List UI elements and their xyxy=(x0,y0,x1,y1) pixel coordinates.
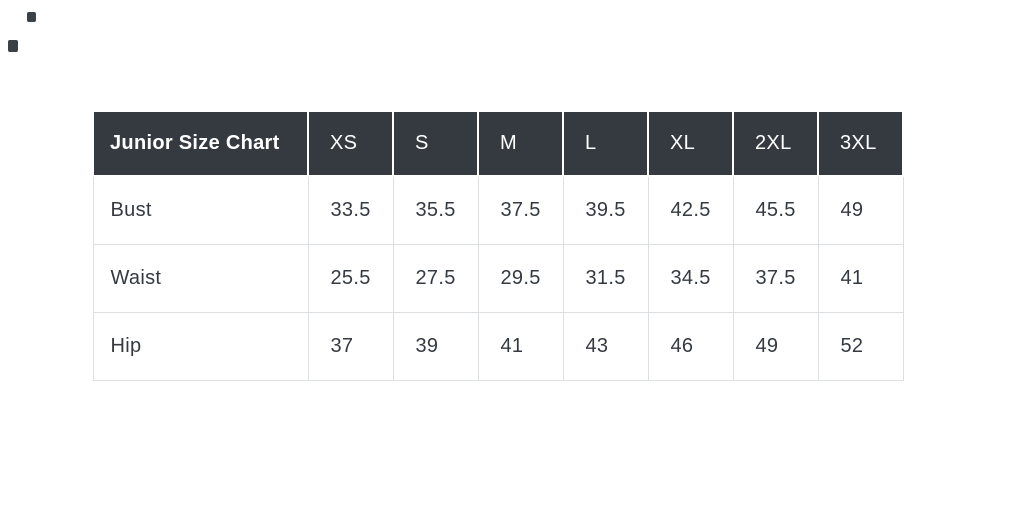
cell-waist-l: 31.5 xyxy=(562,244,649,313)
row-label-hip: Hip xyxy=(92,312,309,381)
column-header-3xl: 3XL xyxy=(817,110,904,177)
row-label-bust: Bust xyxy=(92,175,309,245)
cell-waist-xl: 34.5 xyxy=(647,244,734,313)
column-header-m: M xyxy=(477,110,564,177)
table-title: Junior Size Chart xyxy=(92,110,309,177)
column-header-l: L xyxy=(562,110,649,177)
column-header-xs: XS xyxy=(307,110,394,177)
cell-bust-s: 35.5 xyxy=(392,175,479,245)
column-header-2xl: 2XL xyxy=(732,110,819,177)
cell-waist-3xl: 41 xyxy=(817,244,904,313)
cell-hip-xl: 46 xyxy=(647,312,734,381)
column-header-xl: XL xyxy=(647,110,734,177)
table-row-bust: Bust 33.5 35.5 37.5 39.5 42.5 45.5 49 xyxy=(92,175,904,245)
cell-waist-s: 27.5 xyxy=(392,244,479,313)
cell-bust-3xl: 49 xyxy=(817,175,904,245)
artifact-speck xyxy=(27,12,36,22)
cell-hip-2xl: 49 xyxy=(732,312,819,381)
cell-bust-2xl: 45.5 xyxy=(732,175,819,245)
cell-hip-xs: 37 xyxy=(307,312,394,381)
junior-size-chart-table: Junior Size Chart XS S M L XL 2XL 3XL Bu… xyxy=(92,110,904,381)
cell-bust-l: 39.5 xyxy=(562,175,649,245)
cell-waist-xs: 25.5 xyxy=(307,244,394,313)
column-header-s: S xyxy=(392,110,479,177)
row-label-waist: Waist xyxy=(92,244,309,313)
cell-hip-l: 43 xyxy=(562,312,649,381)
table-row-waist: Waist 25.5 27.5 29.5 31.5 34.5 37.5 41 xyxy=(92,244,904,313)
cell-bust-m: 37.5 xyxy=(477,175,564,245)
cell-bust-xl: 42.5 xyxy=(647,175,734,245)
cell-hip-3xl: 52 xyxy=(817,312,904,381)
header-row: Junior Size Chart XS S M L XL 2XL 3XL xyxy=(92,110,904,177)
table-row-hip: Hip 37 39 41 43 46 49 52 xyxy=(92,312,904,381)
cell-waist-2xl: 37.5 xyxy=(732,244,819,313)
artifact-speck xyxy=(8,40,18,52)
cell-hip-s: 39 xyxy=(392,312,479,381)
cell-bust-xs: 33.5 xyxy=(307,175,394,245)
cell-hip-m: 41 xyxy=(477,312,564,381)
cell-waist-m: 29.5 xyxy=(477,244,564,313)
